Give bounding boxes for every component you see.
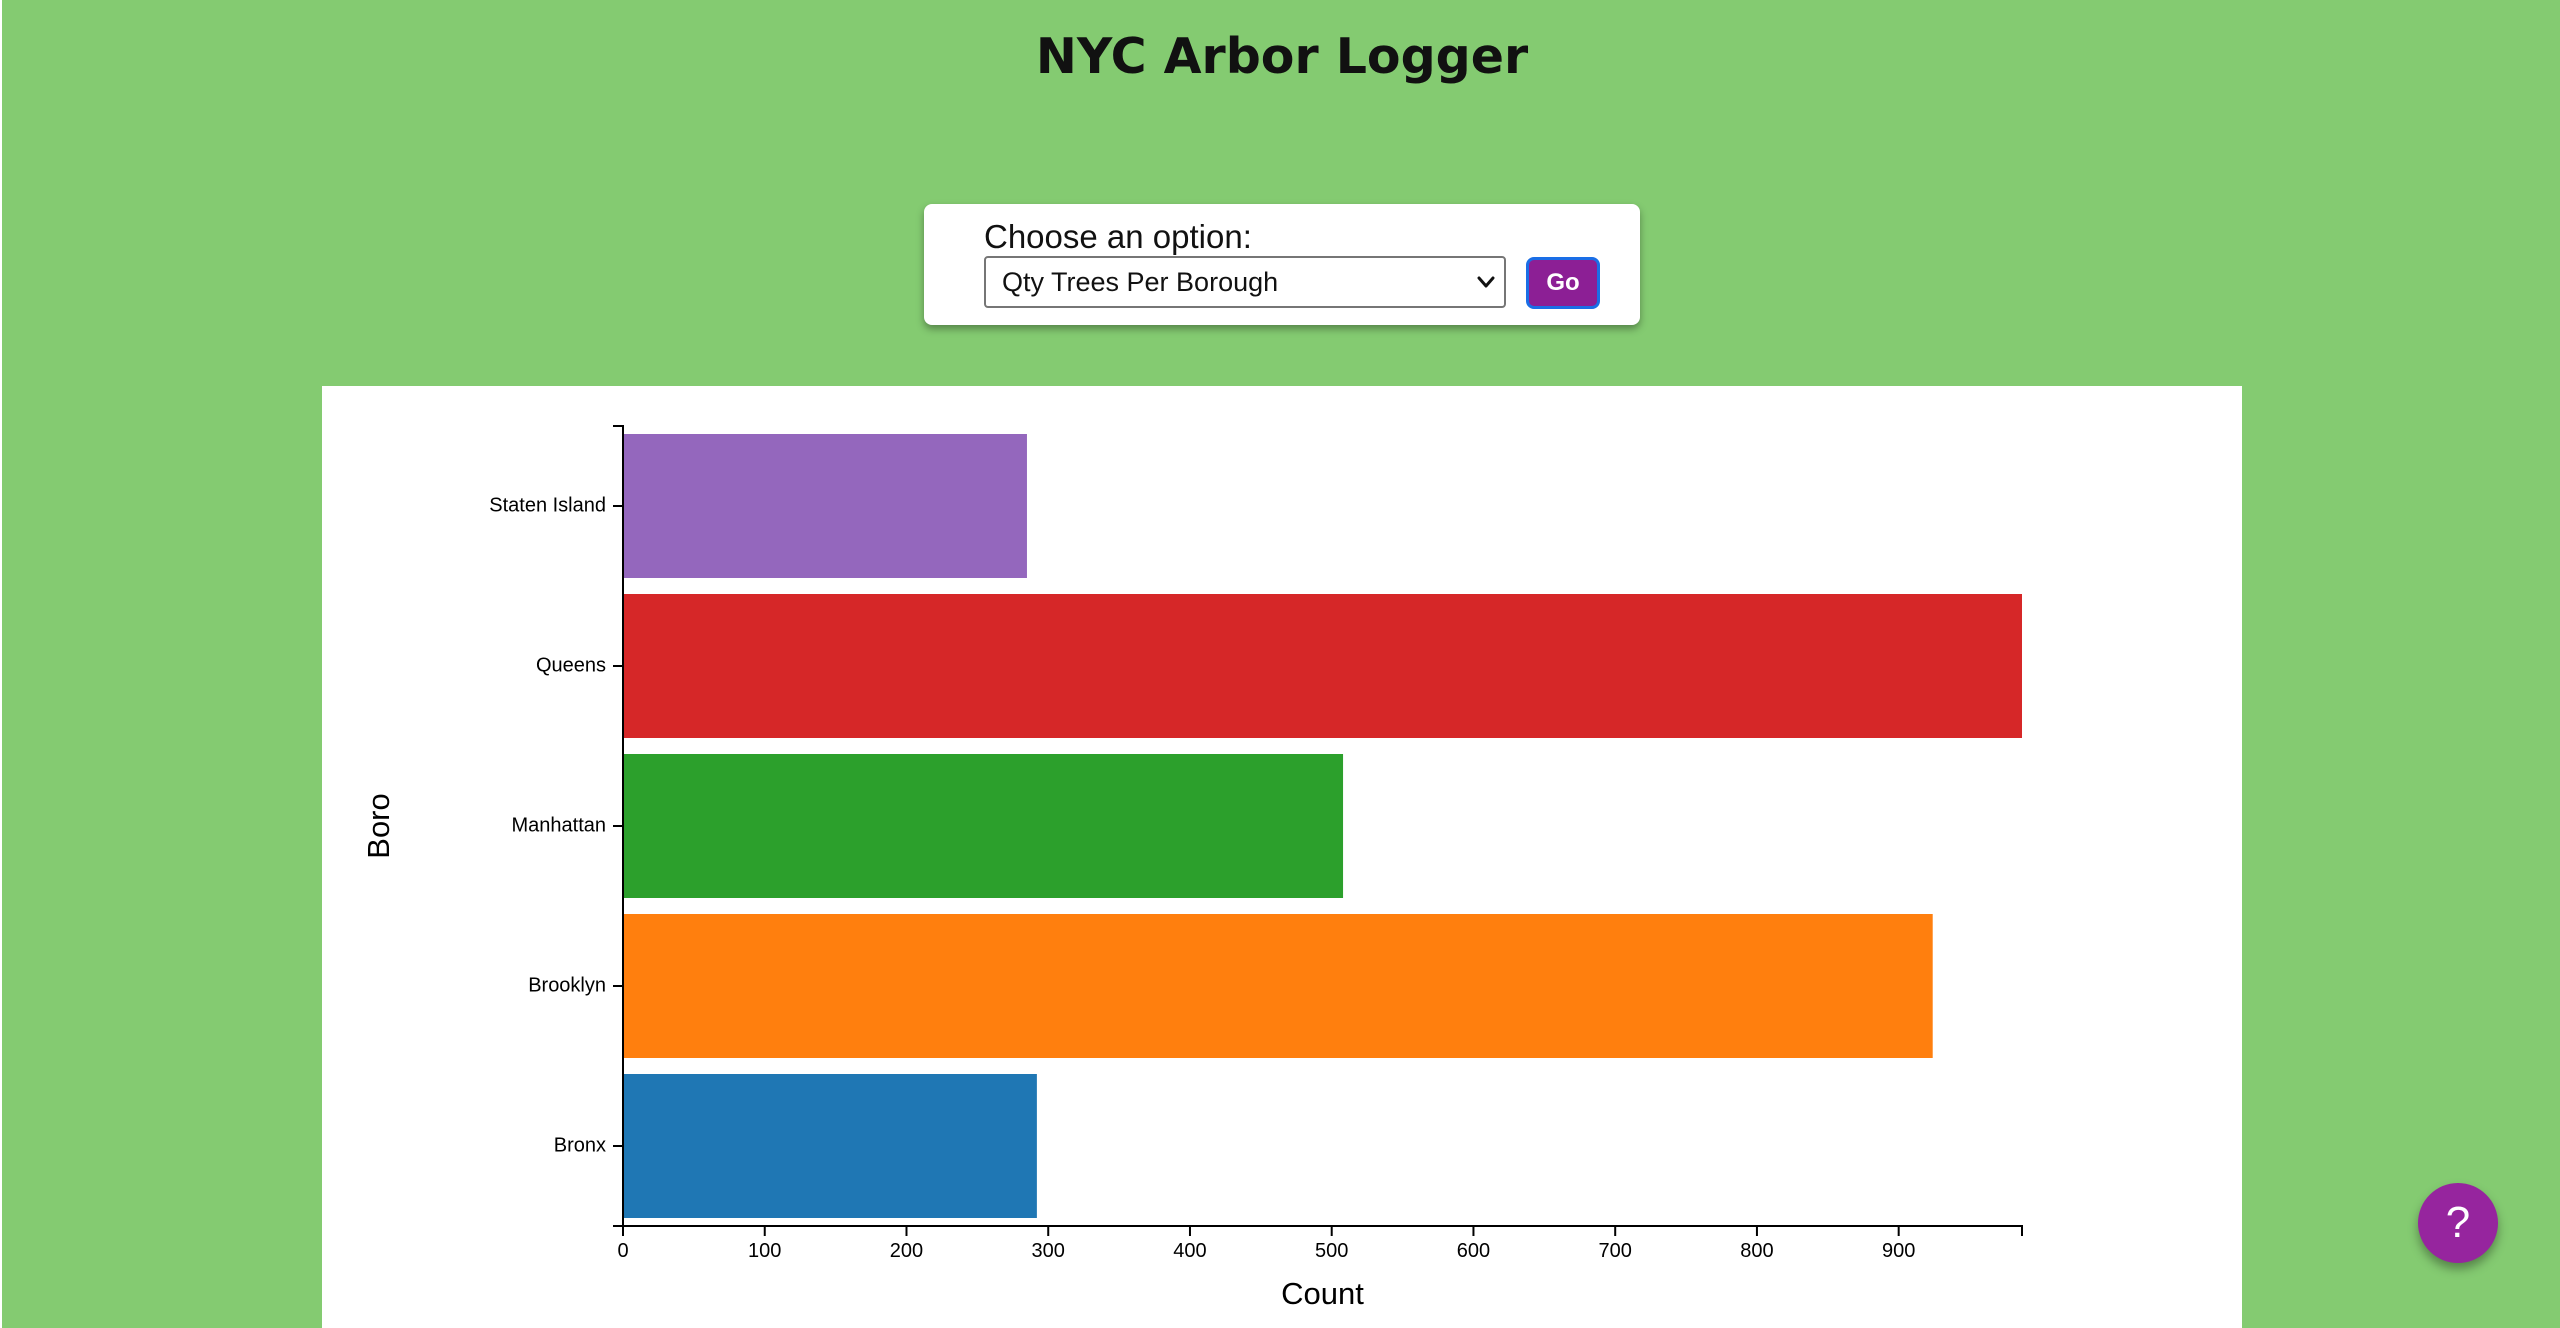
x-axis-line <box>622 1225 2023 1236</box>
x-tick-label: 0 <box>617 1240 628 1262</box>
x-tick-label: 300 <box>1032 1240 1065 1262</box>
x-tick-label: 800 <box>1740 1240 1773 1262</box>
option-select[interactable]: Qty Trees Per Borough <box>984 256 1506 308</box>
x-tick-label: 600 <box>1457 1240 1490 1262</box>
bar <box>624 434 1027 578</box>
bar <box>624 1074 1037 1218</box>
x-tick-label: 100 <box>748 1240 781 1262</box>
options-card: Choose an option: Qty Trees Per Borough … <box>924 204 1640 325</box>
page-title: NYC Arbor Logger <box>1035 28 1529 85</box>
x-axis-label: Count <box>1281 1276 1364 1311</box>
bar <box>624 914 1933 1058</box>
y-tick-label: Queens <box>536 654 606 676</box>
bar-chart: Staten Island Queens Manhattan Brooklyn Bron… <box>361 425 2023 1311</box>
help-button[interactable]: ? <box>2418 1183 2498 1263</box>
bar <box>624 754 1344 898</box>
bar <box>624 594 2022 738</box>
chart-panel: Staten Island Queens Manhattan Brooklyn Bron… <box>322 386 2242 1328</box>
x-tick-label: 400 <box>1173 1240 1206 1262</box>
go-button[interactable]: Go <box>1526 257 1600 309</box>
x-tick-label: 200 <box>890 1240 923 1262</box>
x-tick-label: 900 <box>1882 1240 1915 1262</box>
x-tick-label: 700 <box>1599 1240 1632 1262</box>
y-axis-label: Boro <box>361 793 396 858</box>
chevron-down-icon <box>1477 276 1495 288</box>
y-tick-label: Staten Island <box>489 494 606 516</box>
y-axis-line <box>613 425 624 1227</box>
y-tick-label: Bronx <box>554 1134 606 1156</box>
y-tick-label: Manhattan <box>511 814 606 836</box>
x-tick-label: 500 <box>1315 1240 1348 1262</box>
option-select-value: Qty Trees Per Borough <box>1002 266 1279 297</box>
option-label: Choose an option: <box>984 218 1252 255</box>
y-tick-label: Brooklyn <box>528 974 606 996</box>
